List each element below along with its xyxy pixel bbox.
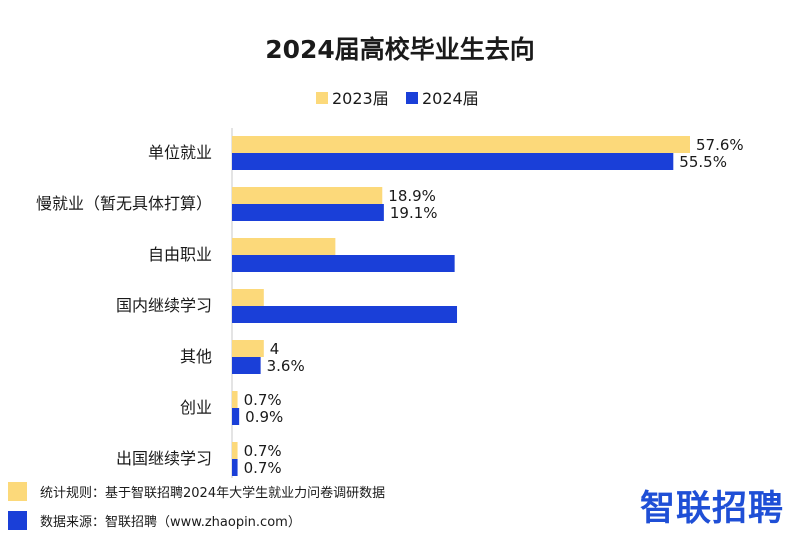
value-label: 55.5%: [679, 153, 727, 171]
value-label: 19.1%: [390, 204, 438, 222]
bar-2023: [232, 136, 690, 153]
bar-2024: [232, 408, 240, 425]
footer-rule: 统计规则：基于智联招聘2024年大学生就业力问卷调研数据: [8, 482, 385, 501]
bar-2023: [232, 289, 264, 306]
value-label: 4: [270, 340, 280, 358]
value-labels: 57.6%55.5%18.9%19.1%43.6%0.7%0.9%0.7%0.7…: [244, 136, 744, 477]
footer-source: 数据来源：智联招聘（www.zhaopin.com）: [8, 511, 301, 530]
bar-2023: [232, 187, 383, 204]
category-label: 单位就业: [148, 143, 212, 162]
legend-label-2: 2024届: [422, 89, 479, 108]
legend: 2023届 2024届: [316, 89, 479, 108]
value-label: 18.9%: [388, 187, 436, 205]
category-label: 创业: [180, 398, 212, 417]
footer-rule-text: 统计规则：基于智联招聘2024年大学生就业力问卷调研数据: [40, 486, 386, 501]
value-label: 0.7%: [244, 442, 282, 460]
legend-label-1: 2023届: [332, 89, 389, 108]
bar-2024: [232, 357, 261, 374]
footer-rule-swatch: [8, 482, 27, 501]
bars: [232, 136, 690, 476]
value-label: 0.9%: [245, 408, 283, 426]
bar-2024: [232, 459, 238, 476]
value-label: 0.7%: [244, 459, 282, 477]
footer-source-swatch: [8, 511, 27, 530]
category-label: 国内继续学习: [116, 296, 212, 315]
bar-2023: [232, 391, 238, 408]
legend-swatch-1: [316, 92, 328, 104]
value-label: 3.6%: [267, 357, 305, 375]
category-label: 慢就业（暂无具体打算）: [36, 194, 212, 213]
bar-2023: [232, 238, 336, 255]
legend-swatch-2: [406, 92, 418, 104]
bar-2023: [232, 442, 238, 459]
category-label: 出国继续学习: [116, 449, 212, 468]
value-label: 0.7%: [244, 391, 282, 409]
bar-2024: [232, 204, 384, 221]
bar-2024: [232, 153, 674, 170]
category-label: 其他: [180, 347, 212, 366]
value-label: 57.6%: [696, 136, 744, 154]
footer-source-text: 数据来源：智联招聘（www.zhaopin.com）: [40, 515, 301, 530]
bar-2024: [232, 306, 458, 323]
zhaopin-logo: 智联招聘: [639, 489, 784, 529]
bar-2023: [232, 340, 264, 357]
chart-title: 2024届高校毕业生去向: [265, 35, 535, 64]
bar-2024: [232, 255, 455, 272]
category-label: 自由职业: [148, 245, 212, 264]
